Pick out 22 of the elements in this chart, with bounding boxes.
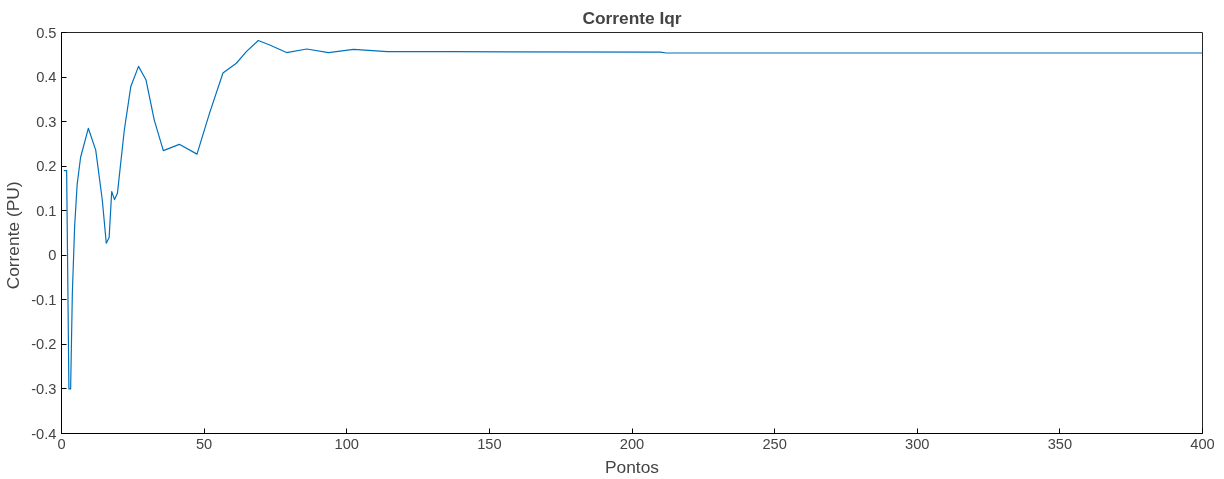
y-tick-label: -0.3 xyxy=(31,380,57,397)
x-tick-label: 350 xyxy=(1047,435,1073,452)
y-tick-label: -0.4 xyxy=(31,425,57,442)
x-tick-label: 300 xyxy=(905,435,930,452)
x-tick-label: 250 xyxy=(762,435,787,452)
chart-title: Corrente Iqr xyxy=(582,7,682,28)
x-tick-label: 50 xyxy=(195,435,213,452)
y-tick-label: -0.2 xyxy=(31,336,57,353)
y-tick-label: 0.1 xyxy=(36,202,57,219)
x-tick-label: 100 xyxy=(334,435,359,452)
line-series xyxy=(63,39,1203,390)
x-tick-label: 400 xyxy=(1190,435,1215,452)
x-tick-label: 150 xyxy=(477,435,502,452)
y-tick-label: 0.5 xyxy=(36,24,57,41)
y-tick-label: 0.2 xyxy=(36,158,57,175)
y-tick-label: 0 xyxy=(48,247,57,264)
y-tick-label: 0.4 xyxy=(36,69,57,86)
y-tick-label: -0.1 xyxy=(31,291,57,308)
y-tick-label: 0.3 xyxy=(36,113,57,130)
y-axis-title: Corrente (PU) xyxy=(3,181,24,290)
x-tick-label: 200 xyxy=(619,435,645,452)
x-axis-title: Pontos xyxy=(605,456,660,477)
